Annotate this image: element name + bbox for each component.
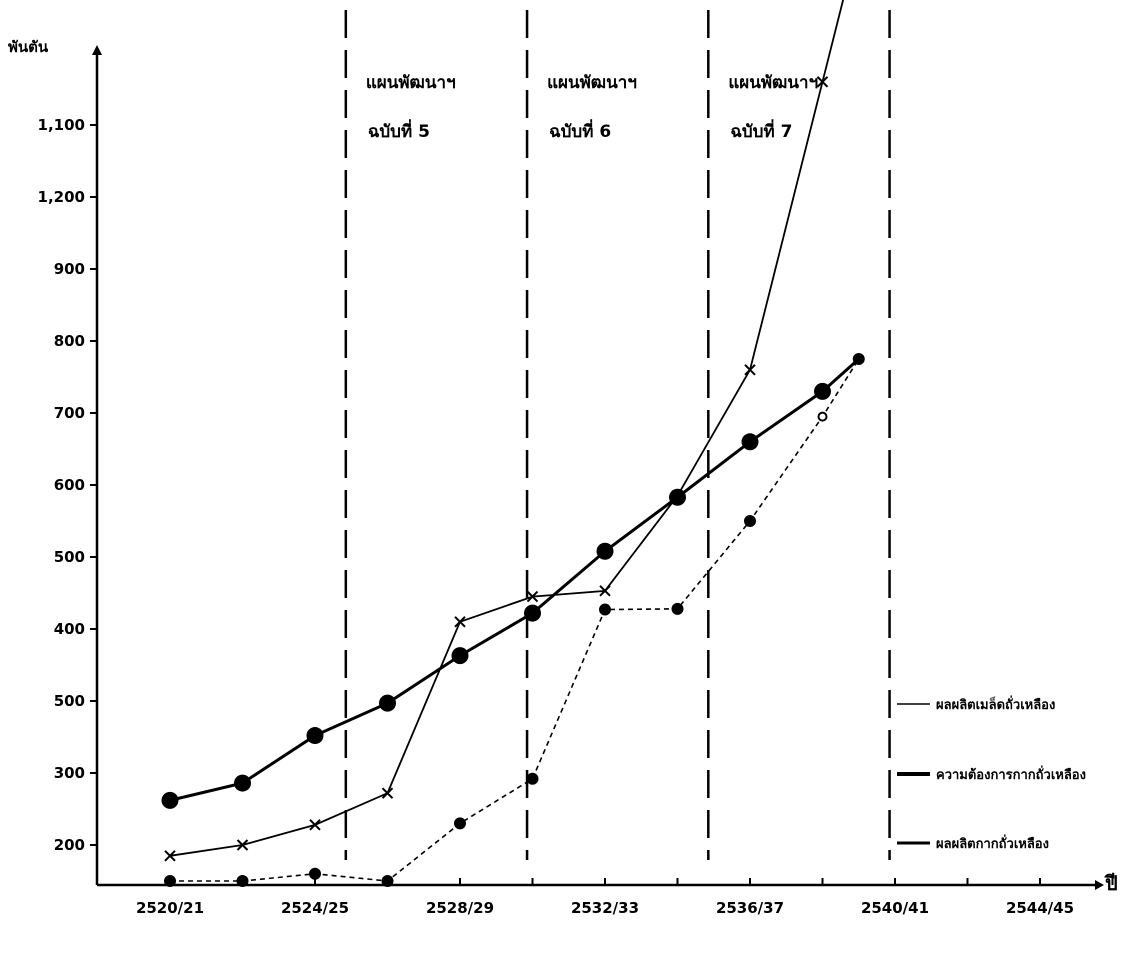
x-tick-label: 2544/45 [1006,899,1074,917]
dot-marker-small [526,772,539,785]
x-marker [164,850,176,862]
dot-marker-small [309,867,321,880]
dot-marker-large [451,647,469,665]
y-tick-label: 1,100 [38,116,85,134]
x-marker-stroke [526,590,539,603]
x-marker-stroke [381,787,394,799]
dot-marker-large [161,791,179,809]
x-marker-stroke [744,364,756,376]
plan-label-number: ฉบับที่ 7 [730,119,792,142]
plan-label-title: แผนพัฒนาฯ [547,73,637,93]
y-tick-label: 200 [54,836,85,854]
legend-label: ผลผลิตเมล็ดถั่วเหลือง [936,695,1055,713]
y-tick-label: 300 [54,764,85,782]
x-marker-stroke [454,616,466,628]
x-marker [236,839,249,851]
y-tick-label: 400 [54,620,85,638]
x-tick-label: 2524/25 [281,899,349,917]
legend-label: ผลผลิตกากถั่วเหลือง [936,834,1049,852]
x-marker [381,787,394,799]
dot-marker-large [306,727,324,745]
x-unit-label: ปี [1104,871,1118,895]
x-marker [454,616,466,628]
x-tick-label: 2528/29 [426,899,494,917]
dot-marker-small [454,817,466,830]
dot-marker-small [236,875,249,887]
x-axis-arrow [1095,880,1104,890]
legend: ผลผลิตเมล็ดถั่วเหลืองความต้องการกากถั่วเ… [897,695,1086,852]
x-tick-label: 2520/21 [136,899,204,917]
y-tick-label: 1,200 [38,188,85,206]
x-tick-label: 2532/33 [571,899,639,917]
dot-marker-large [379,694,396,712]
x-tick-label: 2536/37 [716,899,784,917]
series-lines [161,0,865,887]
plan-label-title: แผนพัฒนาฯ [366,73,456,93]
dot-marker-small [852,353,865,365]
axes: 200 300 500 400 500 600 700 800 900 1,200 1,100 252… [8,38,1118,917]
dot-marker-small [381,875,394,887]
y-unit-label: พันตัน [8,38,49,56]
dot-marker-small [671,602,684,615]
series-line-meal-production [170,358,860,882]
x-marker [744,364,756,376]
plan-boundaries [344,10,891,860]
dot-marker-small [817,411,828,422]
y-tick-label: 500 [54,548,85,566]
x-marker-stroke [599,585,611,597]
dot-marker-large [669,488,686,506]
plan-label-title: แผนพัฒนาฯ [728,73,818,93]
y-tick-label: 500 [54,692,85,710]
dot-marker-small [599,603,611,616]
y-tick-label: 900 [54,260,85,278]
dot-marker-large [741,433,759,451]
dot-marker-small [164,875,176,887]
x-marker [526,590,539,603]
y-tick-label: 700 [54,404,85,422]
legend-label: ความต้องการกากถั่วเหลือง [936,765,1086,783]
plan-label-number: ฉบับที่ 5 [368,119,430,142]
plan-label-number: ฉบับที่ 6 [549,119,611,142]
x-tick-label: 2540/41 [861,899,929,917]
dot-marker-large [814,382,831,400]
y-tick-label: 800 [54,332,85,350]
dot-marker-small [744,515,756,527]
y-axis-arrow [92,45,102,55]
dot-marker-large [524,604,541,622]
x-marker [816,76,829,88]
y-tick-label: 600 [54,476,85,494]
x-marker [309,819,321,831]
x-marker-stroke [816,76,829,88]
x-marker-stroke [309,819,321,831]
dot-marker-large [596,542,614,560]
series-line-meal-demand [169,357,860,802]
dot-marker-large [234,774,251,792]
x-marker-stroke [236,839,249,851]
x-marker-stroke [164,850,176,862]
x-marker [599,585,611,597]
